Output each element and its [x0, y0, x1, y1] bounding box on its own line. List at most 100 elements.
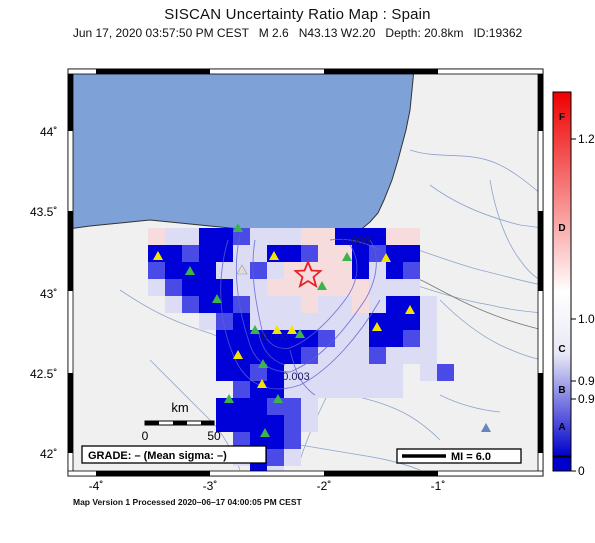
grid-cell: [233, 228, 250, 245]
grid-cell: [199, 313, 216, 330]
grid-cell: [165, 245, 182, 262]
grid-cell: [216, 330, 233, 347]
colorbar-value: 0.9: [578, 374, 595, 388]
grid-cell: [352, 347, 369, 364]
station-marker: [272, 325, 282, 334]
colorbar-values: 1.2 1.0 0.9 0.9 0: [571, 132, 595, 478]
grid-cell: [403, 330, 420, 347]
grid-cell: [301, 313, 318, 330]
grid-cell: [284, 279, 301, 296]
grid-cell: [335, 228, 352, 245]
station-marker: [317, 281, 327, 290]
grid-cell: [165, 262, 182, 279]
grade-text: GRADE: – (Mean sigma: –): [88, 450, 227, 462]
grid-cell: [352, 245, 369, 262]
grid-cell: [216, 262, 233, 279]
lat-tick-label: 42˚: [40, 447, 57, 461]
station-marker: [342, 252, 352, 261]
grid-cell: [386, 347, 403, 364]
grade-letter: D: [558, 223, 565, 234]
grid-cell: [284, 245, 301, 262]
grid-cell: [250, 262, 267, 279]
grid-cell: [352, 381, 369, 398]
grid-cell: [318, 381, 335, 398]
grid-cell: [403, 279, 420, 296]
grid-cell: [182, 228, 199, 245]
station-marker: [481, 423, 491, 432]
grid-cell: [335, 279, 352, 296]
grid-cell: [182, 279, 199, 296]
grid-cell: [318, 228, 335, 245]
grid-cell: [267, 228, 284, 245]
colorbar-value: 0: [578, 464, 585, 478]
grid-cell: [284, 398, 301, 415]
grid-cell: [386, 279, 403, 296]
lon-tick-label: -4˚: [89, 479, 104, 493]
grid-cell: [301, 330, 318, 347]
ocean: [68, 69, 415, 240]
grid-cell: [284, 347, 301, 364]
grid-cell: [199, 296, 216, 313]
colorbar-value: 1.2: [578, 132, 595, 146]
grid-cell: [182, 296, 199, 313]
grid-cell: [148, 262, 165, 279]
scale-bar: km 0 50: [142, 400, 221, 443]
grid-cell: [352, 364, 369, 381]
grid-cell: [335, 262, 352, 279]
grid-cell: [318, 262, 335, 279]
grid-cell: [352, 296, 369, 313]
station-marker: [405, 305, 415, 314]
station-marker: [185, 266, 195, 275]
station-marker: [269, 251, 279, 260]
grid-cell: [267, 415, 284, 432]
station-marker: [212, 294, 222, 303]
grid-cell: [369, 381, 386, 398]
grid-cell: [420, 330, 437, 347]
grid-cell: [165, 228, 182, 245]
station-marker: [381, 253, 391, 262]
grid-cell: [233, 398, 250, 415]
map-frame: [67, 68, 544, 477]
grid-cell: [216, 228, 233, 245]
grid-cell: [420, 313, 437, 330]
lat-tick-label: 44˚: [40, 125, 57, 139]
station-marker: [233, 350, 243, 359]
contour-label: 0.003: [282, 371, 310, 383]
grid-cell: [284, 228, 301, 245]
grid-cell: [369, 313, 386, 330]
grid-cell: [216, 364, 233, 381]
grid-cell: [301, 347, 318, 364]
grid-cell: [369, 245, 386, 262]
grid-cell: [233, 245, 250, 262]
grid-cell: [267, 347, 284, 364]
grid-cell: [216, 313, 233, 330]
epicenter-star[interactable]: [293, 259, 323, 288]
scale-zero-label: 0: [142, 429, 149, 443]
grid-cell: [250, 364, 267, 381]
grid-cell: [284, 330, 301, 347]
grid-cell: [420, 347, 437, 364]
grade-letter: B: [558, 385, 565, 396]
grid-cell: [216, 347, 233, 364]
grid-cell: [318, 245, 335, 262]
grid-cell: [216, 415, 233, 432]
grid-cell: [267, 262, 284, 279]
grid-cell: [335, 330, 352, 347]
grid-cell: [352, 313, 369, 330]
grid-cell: [199, 228, 216, 245]
station-marker: [257, 379, 267, 388]
grid-cell: [216, 279, 233, 296]
grid-cell: [386, 262, 403, 279]
grid-cell: [335, 347, 352, 364]
station-marker: [273, 394, 283, 403]
grid-cell: [284, 313, 301, 330]
grid-cell: [335, 381, 352, 398]
grid-cell: [233, 364, 250, 381]
grid-cell: [233, 330, 250, 347]
grid-cell: [284, 449, 301, 466]
lat-tick-label: 43.5˚: [30, 205, 57, 219]
grid-cell: [369, 347, 386, 364]
grid-cell: [403, 262, 420, 279]
grade-box: GRADE: – (Mean sigma: –): [81, 445, 267, 464]
lat-axis: 44˚ 43.5˚ 43˚ 42.5˚ 42˚: [30, 125, 57, 461]
